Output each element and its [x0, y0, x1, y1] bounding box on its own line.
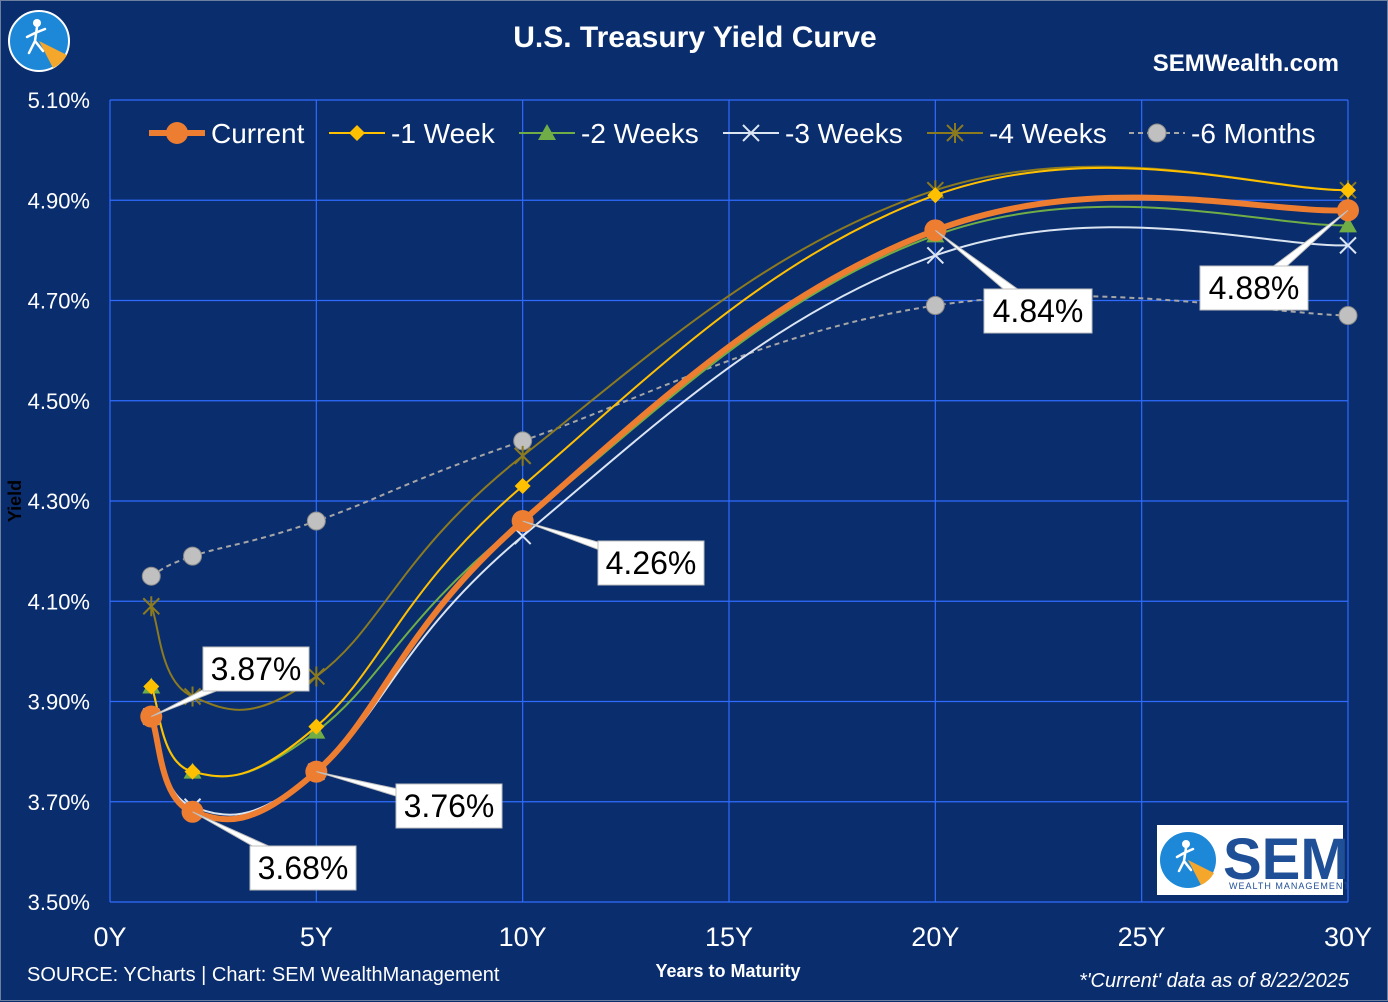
- y-tick-label: 3.70%: [28, 790, 90, 815]
- source-note: SOURCE: YCharts | Chart: SEM WealthManag…: [27, 964, 500, 986]
- callout: 3.68%: [192, 811, 357, 891]
- series-month6: [141, 295, 1358, 586]
- series-line-week2: [150, 205, 1349, 778]
- callout-box: [1199, 265, 1309, 311]
- legend-label: -3 Weeks: [785, 118, 903, 149]
- data-point-week3: [513, 527, 532, 545]
- y-tick-label: 4.50%: [28, 389, 90, 414]
- callout-label: 4.26%: [606, 545, 697, 581]
- legend-marker: [538, 124, 556, 140]
- data-point-month6: [925, 296, 945, 316]
- legend-marker: [349, 125, 365, 141]
- data-point-week1: [514, 477, 531, 494]
- legend-marker: [1147, 123, 1167, 143]
- series-line-current: [148, 194, 1349, 823]
- chart-title: U.S. Treasury Yield Curve: [513, 21, 877, 54]
- series-week4: [142, 165, 1357, 711]
- legend-marker: [742, 124, 760, 142]
- legend: Current -1 Week -2 Weeks -3 Weeks -4 Weeks -6…: [149, 118, 1316, 149]
- series-week2: [142, 205, 1357, 779]
- legend-marker: [946, 123, 964, 143]
- callout-box: [202, 646, 310, 692]
- data-point-month6: [306, 511, 326, 531]
- sem-logo-icon: [1160, 832, 1216, 888]
- y-tick-label: 3.90%: [28, 690, 90, 715]
- callout: 3.87%: [151, 646, 310, 718]
- legend-item-current: Current: [149, 118, 305, 149]
- data-point-week3: [926, 246, 945, 265]
- callout: 4.26%: [522, 520, 705, 586]
- callout-box: [983, 288, 1093, 334]
- series-layer: [140, 165, 1359, 823]
- series-current: [140, 194, 1359, 823]
- x-tick-label: 15Y: [705, 922, 753, 952]
- callout-label: 4.88%: [1209, 270, 1300, 306]
- x-tick-label: 0Y: [93, 922, 126, 952]
- legend-item-week1: -1 Week: [329, 118, 496, 149]
- sem-logo-subtext: WEALTH MANAGEMENT: [1229, 881, 1350, 891]
- data-date-note: *'Current' data as of 8/22/2025: [1079, 970, 1350, 992]
- data-point-week1: [143, 678, 160, 695]
- data-point-week4: [307, 666, 326, 687]
- sem-logo-text: SEM: [1223, 827, 1349, 892]
- data-point-month6: [1338, 306, 1358, 326]
- data-point-week1: [308, 718, 325, 735]
- data-point-week1: [184, 763, 201, 780]
- legend-label: -2 Weeks: [581, 118, 699, 149]
- y-tick-label: 5.10%: [28, 88, 90, 113]
- axis-ticks: 3.50% 3.70% 3.90% 4.10% 4.30% 4.50% 4.70% 4.90%…: [28, 88, 1372, 952]
- data-point-week4: [513, 445, 532, 466]
- legend-item-month6: -6 Months: [1129, 118, 1316, 149]
- site-url: SEMWealth.com: [1153, 50, 1339, 77]
- data-point-week4: [142, 596, 160, 617]
- callout-box: [597, 540, 705, 586]
- x-tick-label: 5Y: [300, 922, 333, 952]
- data-point-week3: [1339, 236, 1357, 255]
- legend-item-week4: -4 Weeks: [927, 118, 1107, 149]
- callout-box: [395, 783, 503, 829]
- data-point-week1: [927, 187, 944, 204]
- data-point-week1: [1340, 182, 1356, 199]
- y-tick-label: 4.30%: [28, 489, 90, 514]
- callout-label: 3.68%: [258, 850, 349, 886]
- callout: 4.84%: [935, 229, 1093, 334]
- y-tick-label: 4.10%: [28, 589, 90, 614]
- x-tick-label: 30Y: [1324, 922, 1372, 952]
- y-tick-label: 4.90%: [28, 188, 90, 213]
- callouts: 3.87% 3.68% 3.76% 4.26% 4.84% 4.88%: [151, 209, 1349, 891]
- series-week1: [143, 166, 1356, 780]
- legend-label: -6 Months: [1191, 118, 1316, 149]
- legend-item-week2: -2 Weeks: [519, 118, 699, 149]
- series-line-week3: [150, 226, 1349, 816]
- callout-label: 3.87%: [211, 651, 302, 687]
- series-line-week4: [150, 165, 1349, 711]
- callout-label: 4.84%: [993, 293, 1084, 329]
- y-tick-label: 4.70%: [28, 289, 90, 314]
- callout-label: 3.76%: [404, 788, 495, 824]
- logo-circle-icon: [8, 10, 70, 72]
- data-point-month6: [183, 546, 203, 566]
- data-point-week2: [1339, 216, 1357, 233]
- sem-logo: SEM WEALTH MANAGEMENT: [1157, 825, 1350, 895]
- callout: 4.88%: [1199, 209, 1349, 311]
- legend-label: Current: [211, 118, 305, 149]
- x-tick-label: 10Y: [499, 922, 547, 952]
- y-axis-label: Yield: [5, 480, 25, 522]
- y-tick-label: 3.50%: [28, 890, 90, 915]
- legend-item-week3: -3 Weeks: [723, 118, 903, 149]
- data-point-month6: [141, 566, 161, 586]
- x-tick-label: 20Y: [911, 922, 959, 952]
- legend-label: -4 Weeks: [989, 118, 1107, 149]
- grid: [109, 99, 1349, 903]
- series-line-month6: [150, 295, 1349, 578]
- legend-marker: [166, 122, 188, 144]
- callout: 3.76%: [316, 771, 503, 829]
- x-tick-label: 25Y: [1118, 922, 1166, 952]
- series-line-week1: [150, 166, 1349, 778]
- legend-label: -1 Week: [391, 118, 496, 149]
- x-axis-label: Years to Maturity: [655, 961, 800, 981]
- callout-box: [249, 845, 357, 891]
